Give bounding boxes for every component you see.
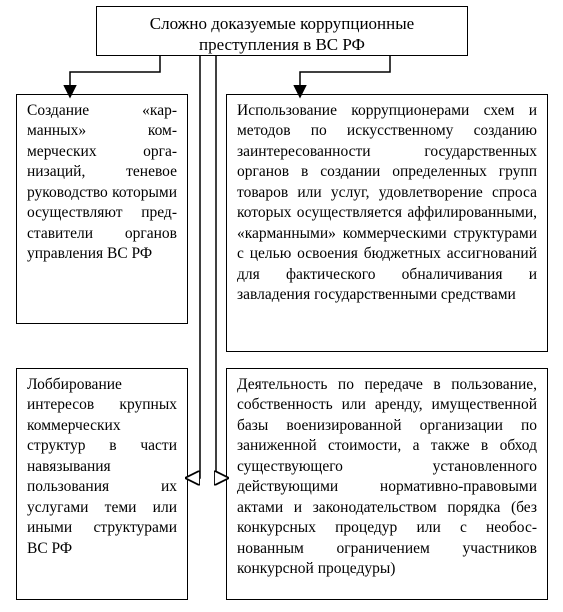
arrow-title-to-bl xyxy=(188,56,200,478)
arrow-title-to-tr xyxy=(300,56,390,94)
diagram-canvas: Сложно доказуемые коррупционные преступл… xyxy=(0,0,563,612)
arrows-layer xyxy=(0,0,563,612)
arrow-title-to-br xyxy=(216,56,226,478)
arrow-title-to-tl xyxy=(70,56,160,94)
